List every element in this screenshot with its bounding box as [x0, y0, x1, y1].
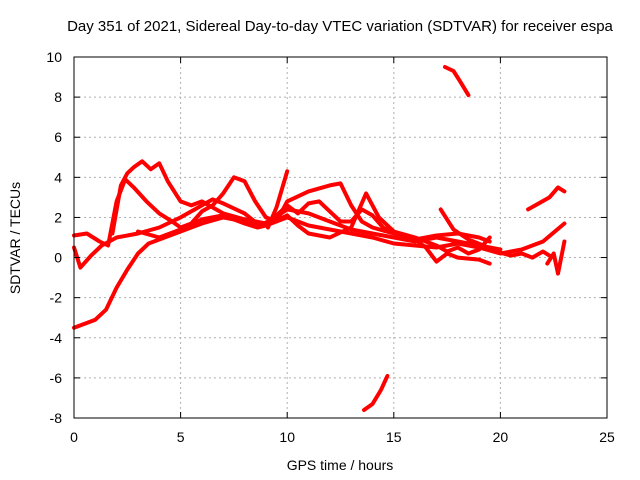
y-tick-label: -8: [50, 410, 63, 426]
chart-title: Day 351 of 2021, Sidereal Day-to-day VTE…: [67, 18, 613, 35]
y-tick-label: 6: [54, 129, 62, 145]
x-tick-label: 5: [177, 429, 185, 445]
series-line-track-10: [526, 185, 567, 212]
series-line-track-6: [266, 169, 290, 230]
series-line-track-11: [545, 239, 567, 276]
y-tick-label: -2: [50, 290, 63, 306]
x-tick-label: 20: [493, 429, 509, 445]
y-tick-label: 4: [54, 169, 62, 185]
x-tick-label: 0: [70, 429, 78, 445]
x-tick-label: 25: [599, 429, 615, 445]
tick-layer: 0 5 10 15 20 25 -8 -6 -4 -2 0 2 4 6 8 10: [46, 49, 615, 445]
grid: [74, 57, 607, 418]
y-tick-label: 2: [54, 209, 62, 225]
series-line-track-7: [438, 207, 552, 260]
x-tick-label: 10: [279, 429, 295, 445]
y-axis-label: SDTVAR / TECUs: [7, 182, 23, 294]
y-tick-label: -4: [50, 330, 63, 346]
y-tick-label: 10: [46, 49, 62, 65]
series-layer: [72, 65, 567, 412]
series-line-track-5: [136, 191, 492, 256]
x-tick-label: 15: [386, 429, 402, 445]
y-tick-label: 0: [54, 250, 62, 266]
y-tick-label: -6: [50, 370, 63, 386]
series-line-track-9: [362, 373, 390, 412]
y-tick-label: 8: [54, 89, 62, 105]
series-line-track-8: [443, 65, 471, 98]
plot-frame: [73, 56, 608, 419]
x-axis-label: GPS time / hours: [287, 457, 394, 473]
